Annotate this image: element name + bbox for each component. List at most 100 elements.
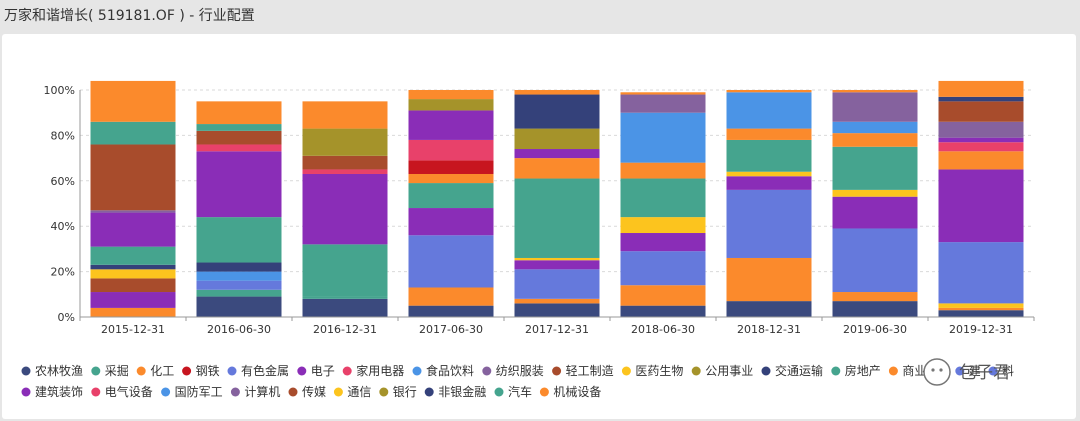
bar-segment[interactable] <box>196 151 282 218</box>
bar-segment[interactable] <box>832 121 918 134</box>
legend-item[interactable]: 家用电器 <box>342 363 405 378</box>
bar-segment[interactable] <box>832 133 918 147</box>
bar-segment[interactable] <box>408 305 494 317</box>
bar-segment[interactable] <box>408 173 494 184</box>
bar-segment[interactable] <box>408 235 494 288</box>
bar-segment[interactable] <box>196 130 282 145</box>
bar-segment[interactable] <box>196 296 282 317</box>
legend-item[interactable]: 农林牧渔 <box>21 364 84 378</box>
legend-item[interactable]: 商业 <box>888 363 927 378</box>
bar-segment[interactable] <box>726 139 812 172</box>
bar-segment[interactable] <box>302 101 388 129</box>
legend-item[interactable]: 轻工制造 <box>552 364 614 378</box>
legend-item[interactable]: 纺织服装 <box>482 364 544 378</box>
legend-item[interactable]: 电子 <box>297 364 335 378</box>
bar-segment[interactable] <box>726 301 812 317</box>
bar-segment[interactable] <box>938 242 1024 304</box>
bar-segment[interactable] <box>90 144 176 211</box>
legend-item[interactable]: 化工 <box>136 364 175 378</box>
bar-segment[interactable] <box>196 280 282 290</box>
legend-item[interactable]: 公用事业 <box>691 364 754 378</box>
legend-item[interactable]: 房地产 <box>831 363 881 378</box>
legend-item[interactable]: 非银金融 <box>424 384 487 399</box>
bar-segment[interactable] <box>302 128 388 156</box>
bar-segment[interactable] <box>514 90 600 95</box>
bar-segment[interactable] <box>408 287 494 306</box>
bar-segment[interactable] <box>90 212 176 247</box>
bar-segment[interactable] <box>620 233 706 252</box>
bar-segment[interactable] <box>196 289 282 297</box>
bar-segment[interactable] <box>832 292 918 302</box>
legend-item[interactable]: 国防军工 <box>161 384 223 399</box>
bar-segment[interactable] <box>514 149 600 159</box>
bar-segment[interactable] <box>726 92 812 129</box>
bar-segment[interactable] <box>302 155 388 170</box>
bar-segment[interactable] <box>90 80 176 122</box>
bar-segment[interactable] <box>620 94 706 113</box>
legend-item[interactable]: 建 <box>955 364 981 378</box>
bar-segment[interactable] <box>408 183 494 209</box>
bar-segment[interactable] <box>938 80 1024 97</box>
bar-segment[interactable] <box>938 303 1024 308</box>
legend-item[interactable]: 钢铁 <box>182 364 220 378</box>
bar-segment[interactable] <box>302 169 388 174</box>
legend-item[interactable]: 电气设备 <box>91 384 153 399</box>
bar-segment[interactable] <box>196 262 282 272</box>
bar-segment[interactable] <box>620 92 706 95</box>
bar-segment[interactable] <box>90 264 176 270</box>
bar-segment[interactable] <box>938 121 1024 138</box>
bar-segment[interactable] <box>90 292 176 308</box>
bar-segment[interactable] <box>196 217 282 263</box>
bar-segment[interactable] <box>514 260 600 270</box>
bar-segment[interactable] <box>938 169 1024 243</box>
bar-segment[interactable] <box>726 176 812 190</box>
bar-segment[interactable] <box>514 298 600 304</box>
bar-segment[interactable] <box>302 173 388 245</box>
bar-segment[interactable] <box>408 208 494 236</box>
legend-item[interactable]: 采掘 <box>91 363 129 378</box>
legend-item[interactable]: 料 <box>988 364 1015 378</box>
bar-segment[interactable] <box>302 296 388 299</box>
bar-segment[interactable] <box>90 210 176 213</box>
bar-segment[interactable] <box>302 298 388 317</box>
bar-segment[interactable] <box>408 90 494 100</box>
legend-item[interactable]: 机械设备 <box>539 384 602 399</box>
bar-segment[interactable] <box>832 196 918 229</box>
legend-item[interactable]: 食品饮料 <box>412 363 475 378</box>
bar-segment[interactable] <box>726 128 812 140</box>
bar-segment[interactable] <box>90 278 176 293</box>
bar-segment[interactable] <box>408 99 494 111</box>
bar-segment[interactable] <box>832 301 918 317</box>
legend-item[interactable]: 通信 <box>333 385 372 399</box>
bar-segment[interactable] <box>938 151 1024 170</box>
bar-segment[interactable] <box>302 244 388 297</box>
bar-segment[interactable] <box>620 162 706 179</box>
bar-segment[interactable] <box>620 112 706 163</box>
bar-segment[interactable] <box>514 158 600 179</box>
bar-segment[interactable] <box>938 307 1024 311</box>
bar-segment[interactable] <box>938 142 1024 152</box>
bar-segment[interactable] <box>620 251 706 286</box>
bar-segment[interactable] <box>196 271 282 281</box>
legend-item[interactable]: 汽车 <box>494 384 533 399</box>
legend-item[interactable]: 传媒 <box>288 384 327 399</box>
legend-item[interactable]: 交通运输 <box>761 363 824 378</box>
bar-segment[interactable] <box>408 110 494 140</box>
bar-segment[interactable] <box>620 178 706 218</box>
legend-item[interactable]: 建筑装饰 <box>21 384 84 399</box>
bar-segment[interactable] <box>726 171 812 177</box>
bar-segment[interactable] <box>196 144 282 152</box>
bar-segment[interactable] <box>832 228 918 293</box>
bar-segment[interactable] <box>196 101 282 125</box>
bar-segment[interactable] <box>620 305 706 317</box>
bar-segment[interactable] <box>938 137 1024 143</box>
bar-segment[interactable] <box>938 310 1024 317</box>
bar-segment[interactable] <box>620 285 706 306</box>
bar-segment[interactable] <box>514 178 600 258</box>
legend-item[interactable]: 计算机 <box>230 384 281 399</box>
bar-segment[interactable] <box>726 90 812 93</box>
bar-segment[interactable] <box>90 307 176 317</box>
bar-segment[interactable] <box>514 128 600 150</box>
bar-segment[interactable] <box>938 101 1024 122</box>
bar-segment[interactable] <box>514 303 600 317</box>
